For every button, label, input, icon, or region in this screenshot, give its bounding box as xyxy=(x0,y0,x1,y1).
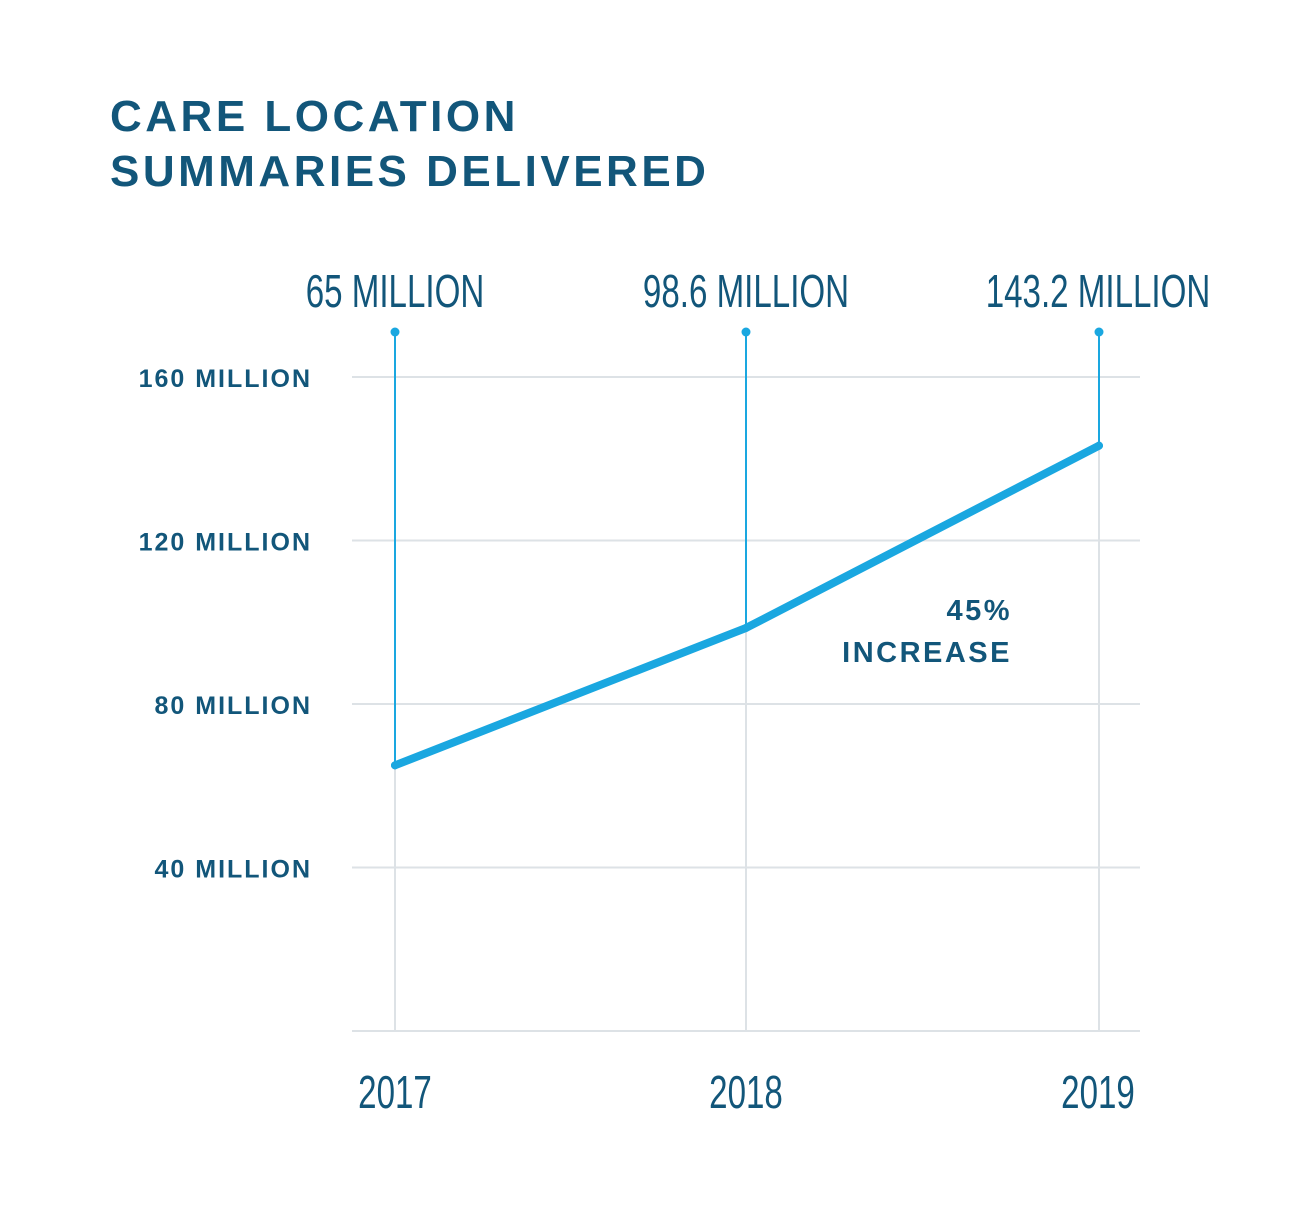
x-tick-label: 2019 xyxy=(1061,1068,1135,1118)
y-tick-label: 120 MILLION xyxy=(139,529,312,557)
y-tick-label: 40 MILLION xyxy=(154,856,312,884)
stem-dot xyxy=(390,327,400,337)
y-tick-label: 80 MILLION xyxy=(154,692,312,720)
x-tick-label: 2017 xyxy=(358,1068,432,1118)
data-label: 65 MILLION xyxy=(306,267,485,317)
chart-title-line-2: SUMMARIES DELIVERED xyxy=(110,147,709,196)
y-tick-label: 160 MILLION xyxy=(139,365,312,393)
x-tick-label: 2018 xyxy=(709,1068,783,1118)
data-label-stems xyxy=(390,327,1104,766)
series-line xyxy=(391,441,1103,770)
stem-dot xyxy=(741,327,751,337)
y-axis-labels: 40 MILLION 80 MILLION 120 MILLION 160 MILLI… xyxy=(139,365,312,884)
data-point xyxy=(1095,441,1103,450)
data-point xyxy=(742,623,750,632)
chart-title-line-1: CARE LOCATION xyxy=(110,92,519,141)
stem-dot xyxy=(1094,327,1104,337)
data-point xyxy=(391,761,399,770)
x-axis-labels: 2017 2018 2019 xyxy=(358,1068,1135,1118)
data-labels: 65 MILLION 98.6 MILLION 143.2 MILLION xyxy=(306,267,1211,317)
annotation-increase: INCREASE xyxy=(842,637,1012,669)
annotation-percent: 45% xyxy=(946,595,1012,627)
data-label: 143.2 MILLION xyxy=(986,267,1211,317)
data-label: 98.6 MILLION xyxy=(643,267,849,317)
